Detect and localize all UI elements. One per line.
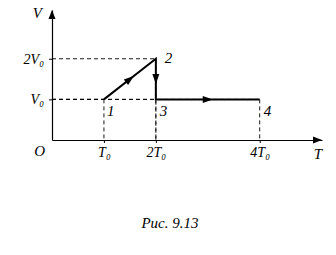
tick-mark [49, 59, 52, 60]
tick-mark [104, 140, 105, 143]
tick-mark [260, 140, 261, 143]
y-axis-label: V [33, 5, 44, 21]
point-label: 1 [107, 103, 115, 119]
tick-label: V₀ [31, 92, 45, 107]
chart: T₀ 2T₀ 4T₀ V₀ 2V₀ T V O 1 2 3 4 Рис. 9.13 [0, 0, 336, 255]
tick: V₀ [31, 92, 52, 107]
origin-label: O [34, 143, 45, 159]
tick-label: 2T₀ [147, 145, 167, 160]
guide-line [52, 58, 156, 59]
tick-mark [49, 99, 52, 100]
tick-label: 4T₀ [250, 145, 270, 160]
guide-line [103, 99, 104, 140]
tick: 2T₀ [147, 140, 167, 160]
plot-area [52, 59, 260, 140]
guide-line [259, 99, 260, 140]
tick-label: 2V₀ [24, 52, 45, 67]
axis-arrow [49, 10, 56, 19]
tick: T₀ [98, 140, 111, 160]
x-axis-label: T [314, 146, 324, 162]
tick: 2V₀ [24, 52, 52, 67]
y-axis: V₀ 2V₀ [24, 11, 53, 141]
guide-line [155, 99, 156, 140]
x-axis: T₀ 2T₀ 4T₀ [53, 140, 323, 160]
direction-arrow [203, 96, 213, 103]
tick-label: T₀ [98, 145, 111, 160]
axis-arrow [313, 137, 322, 144]
direction-arrow [124, 73, 136, 85]
axis-line [53, 140, 323, 141]
tick-mark [156, 140, 157, 143]
axis-line [52, 11, 53, 141]
caption: Рис. 9.13 [140, 215, 198, 231]
direction-arrow [152, 74, 159, 84]
point-label: 2 [165, 50, 173, 66]
point-label: 4 [264, 103, 272, 119]
point-label: 3 [159, 103, 168, 119]
process-line [104, 59, 260, 100]
tick: 4T₀ [250, 140, 270, 160]
